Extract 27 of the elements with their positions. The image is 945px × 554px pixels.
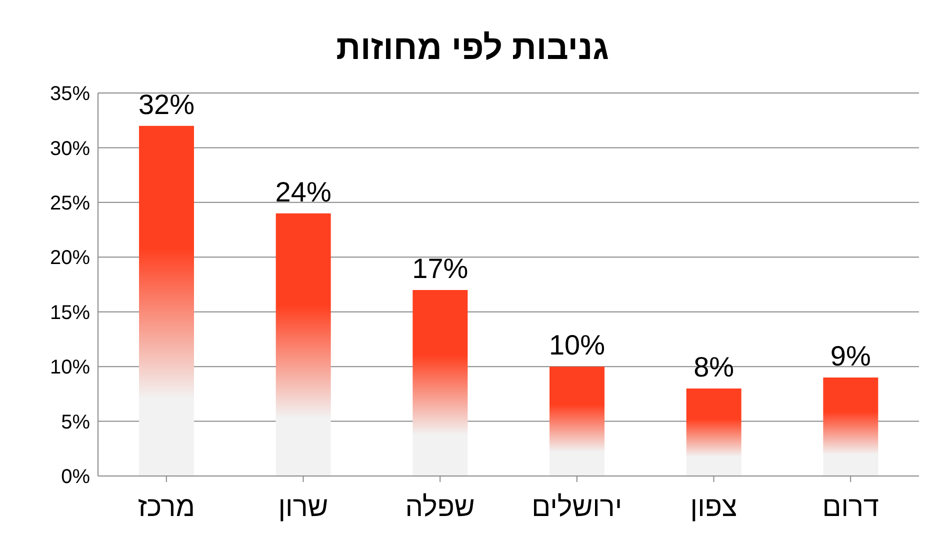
x-tick-label: שפלה [405,490,475,522]
bar [412,290,468,476]
data-label: 17% [412,252,468,284]
bar [823,378,878,476]
data-label: 8% [694,351,734,382]
y-tick-label: 30% [50,138,90,160]
bar [139,126,194,476]
y-tick-label: 0% [61,466,90,488]
data-label: 9% [830,340,871,372]
x-tick-label: מרכז [138,490,195,522]
data-label: 24% [275,176,332,208]
x-tick-label: ירושלים [532,490,622,522]
y-tick-label: 10% [50,356,90,379]
y-tick-label: 35% [50,83,90,106]
chart-title: גניבות לפי מחוזות [335,28,610,69]
x-tick-label: דרום [822,490,879,522]
bar [686,388,742,476]
y-tick-label: 25% [50,192,90,215]
bar [276,213,331,476]
y-tick-label: 20% [50,247,90,270]
x-tick-label: צפון [690,490,738,522]
y-tick-label: 15% [50,302,90,324]
data-label: 10% [548,330,606,361]
y-tick-label: 5% [61,411,90,434]
bar [550,366,604,476]
data-label: 32% [138,88,195,120]
x-tick-label: שרון [278,490,328,522]
